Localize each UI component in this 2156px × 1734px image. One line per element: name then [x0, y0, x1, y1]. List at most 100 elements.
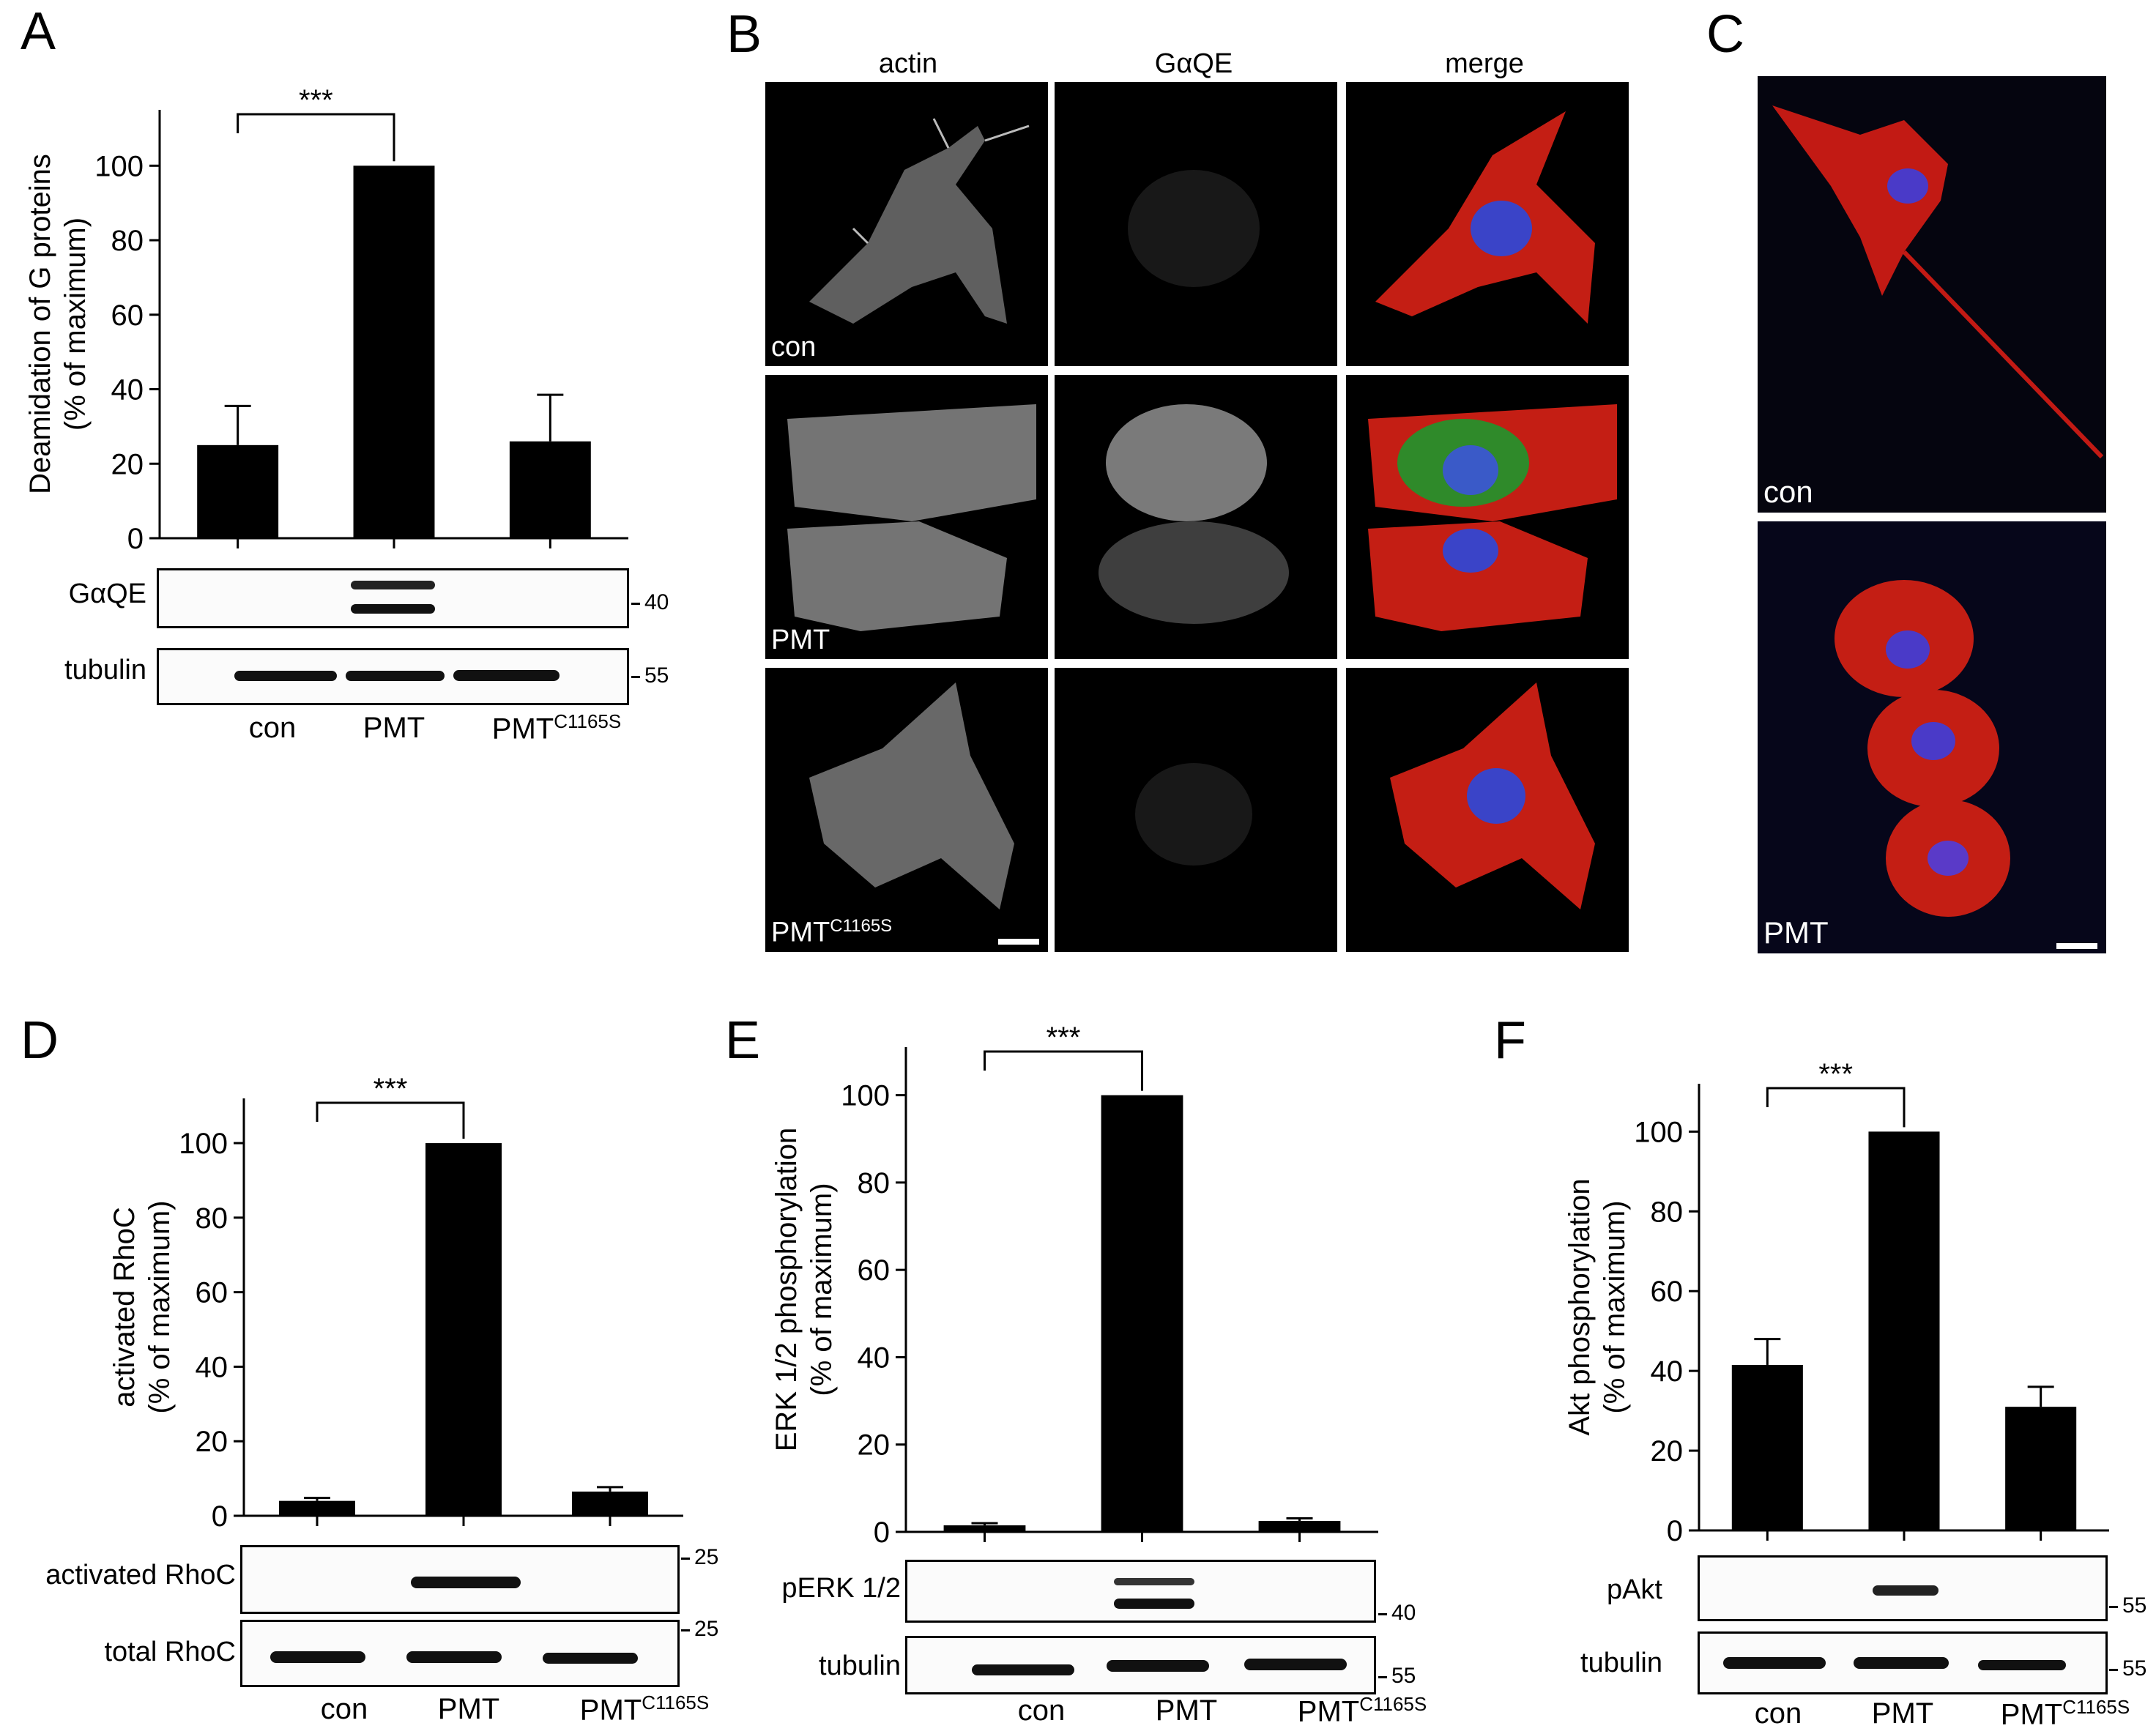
micro-header-actin: actin [878, 48, 938, 79]
y-axis-label: Akt phosphorylation [1564, 1178, 1596, 1435]
y-tick-label: 20 [858, 1429, 891, 1462]
blot-label-perk: pERK 1/2 [781, 1573, 901, 1604]
blot-perk [905, 1560, 1376, 1623]
y-axis-label: (% of maximum) [806, 1183, 838, 1396]
y-axis-label: (% of maximum) [59, 217, 92, 431]
panel-letter-b: B [726, 5, 762, 64]
y-tick-label: 60 [111, 299, 144, 332]
mw-marker: 55 [1378, 1664, 1416, 1689]
y-tick-label: 0 [212, 1500, 228, 1533]
x-label-pmt-mutant: PMTC1165S [2000, 1696, 2130, 1731]
bar-chart-e: 0 20 40 60 80 100 ERK 1/2 phosphorylation (% of… [770, 1022, 1378, 1549]
y-tick-label: 60 [196, 1277, 228, 1309]
x-label-con: con [320, 1693, 368, 1725]
micrograph-merge-pmt [1346, 375, 1629, 659]
y-axis-label: (% of maximum) [144, 1200, 176, 1413]
blot-tubulin [1698, 1631, 2108, 1694]
blot-label-total-rhoc: total RhoC [104, 1637, 236, 1667]
mw-marker: 55 [2109, 1593, 2146, 1618]
y-tick-label: 80 [196, 1202, 228, 1235]
y-tick-label: 0 [1667, 1515, 1683, 1547]
y-tick-label: 80 [1651, 1196, 1684, 1228]
bar-chart-a: 0 20 40 60 80 100 Deamidation of G proteins (% … [24, 84, 628, 555]
blot-pakt [1698, 1555, 2108, 1621]
x-label-con: con [248, 712, 297, 744]
y-tick-label: 60 [1651, 1276, 1684, 1308]
micro-c-label-pmt: PMT [1763, 915, 1829, 950]
micrograph-c-con: con [1758, 76, 2106, 513]
y-tick-label: 100 [1634, 1116, 1683, 1148]
scale-bar [998, 939, 1039, 945]
micrograph-gaqe-mutant [1055, 668, 1337, 952]
micrograph-actin-mutant: PMTC1165S [765, 668, 1048, 952]
bar [1868, 1131, 1940, 1530]
x-label-pmt: PMT [437, 1693, 500, 1725]
y-axis-label: (% of maximum) [1599, 1200, 1631, 1413]
x-label-pmt-mutant: PMTC1165S [491, 710, 622, 745]
bar [1101, 1095, 1183, 1532]
x-label-pmt: PMT [363, 712, 425, 744]
micrograph-merge-con [1346, 82, 1629, 366]
panel-letter-a: A [21, 2, 56, 61]
bar [1258, 1521, 1341, 1532]
mw-marker: 40 [631, 590, 669, 615]
micro-c-label-con: con [1763, 475, 1813, 509]
bar-chart-d: 0 20 40 60 80 100 activated RhoC (% of maximum)… [108, 1073, 683, 1533]
y-tick-label: 80 [858, 1167, 891, 1199]
x-label-pmt: PMT [1155, 1694, 1218, 1727]
y-axis-label: Deamidation of G proteins [24, 154, 56, 494]
micro-row-label: PMT [771, 625, 830, 655]
blot-label-activated-rhoc: activated RhoC [45, 1560, 236, 1590]
micrograph-c-pmt: PMT [1758, 521, 2106, 953]
y-tick-label: 40 [111, 374, 144, 406]
significance-bracket [1766, 1087, 1906, 1128]
y-tick-label: 20 [111, 448, 144, 480]
mw-marker: 55 [2109, 1656, 2146, 1681]
mw-marker: 25 [681, 1545, 718, 1570]
micrograph-actin-pmt: PMT [765, 375, 1048, 659]
bar [425, 1143, 502, 1516]
micrograph-merge-mutant [1346, 668, 1629, 952]
mw-marker: 40 [1378, 1601, 1416, 1626]
bar [353, 165, 435, 538]
blot-label-tubulin: tubulin [1580, 1648, 1662, 1678]
x-label-pmt-mutant: PMTC1165S [1297, 1693, 1427, 1728]
bar [2005, 1407, 2077, 1530]
y-axis-label: ERK 1/2 phosphorylation [770, 1128, 803, 1452]
micro-row-label: con [771, 332, 817, 362]
bar [279, 1500, 355, 1516]
bar [197, 444, 279, 538]
bar-chart-f: 0 20 40 60 80 100 Akt phosphorylation (% of max… [1564, 1058, 2109, 1547]
blot-label-gaqe: GαQE [68, 578, 146, 609]
significance-stars: *** [1047, 1022, 1081, 1054]
panel-letter-d: D [21, 1011, 59, 1070]
mw-marker: 55 [631, 663, 669, 688]
panel-letter-e: E [725, 1011, 761, 1070]
x-label-pmt-mutant: PMTC1165S [579, 1692, 710, 1727]
micro-header-gaqe: GαQE [1154, 48, 1233, 79]
y-tick-label: 40 [196, 1351, 228, 1383]
x-label-con: con [1017, 1694, 1066, 1727]
y-tick-label: 100 [841, 1080, 890, 1112]
y-tick-label: 0 [127, 523, 144, 555]
y-tick-label: 80 [111, 225, 144, 257]
micro-header-merge: merge [1445, 48, 1524, 79]
blot-gaqe [157, 568, 629, 628]
y-tick-label: 60 [858, 1254, 891, 1287]
mw-marker: 25 [681, 1617, 718, 1642]
blot-tubulin [905, 1636, 1376, 1694]
y-tick-label: 100 [179, 1128, 228, 1160]
significance-bracket [984, 1050, 1143, 1091]
micrograph-gaqe-con [1055, 82, 1337, 366]
micrograph-actin-con: con [765, 82, 1048, 366]
y-tick-label: 100 [94, 150, 144, 182]
bar [1731, 1364, 1803, 1530]
significance-bracket [237, 113, 395, 162]
blot-total-rhoc [240, 1620, 680, 1687]
bar [943, 1525, 1026, 1532]
y-tick-label: 20 [1651, 1435, 1684, 1467]
blot-activated-rhoc [240, 1545, 680, 1614]
significance-stars: *** [373, 1073, 408, 1105]
blot-label-tubulin: tubulin [64, 655, 146, 685]
panel-letter-c: C [1706, 5, 1744, 64]
